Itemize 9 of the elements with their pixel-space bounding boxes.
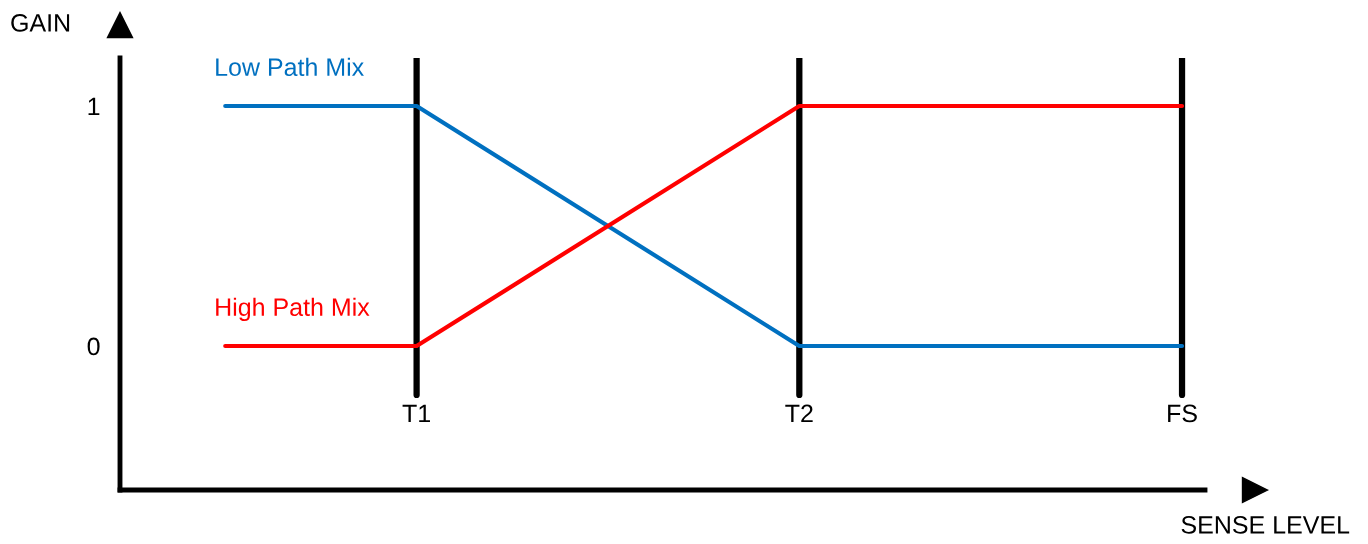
x-tick-label: FS [1168, 404, 1197, 423]
x-tick-label: T1 [402, 404, 430, 423]
y-axis-title: GAIN [11, 14, 70, 32]
y-tick-label: 0 [87, 337, 100, 356]
y-tick-label: 1 [88, 97, 100, 116]
series-label: High Path Mix [216, 297, 370, 321]
x-tick-label: T2 [785, 404, 813, 423]
x-axis-title: SENSE LEVEL [1181, 516, 1350, 534]
series-label: Low Path Mix [216, 57, 364, 77]
